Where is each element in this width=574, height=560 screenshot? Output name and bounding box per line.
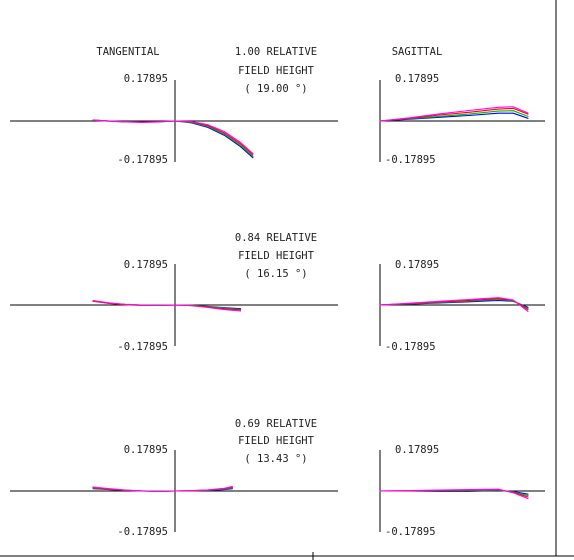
- sagittal-series-line: [379, 112, 529, 122]
- field-height-label: FIELD HEIGHT: [238, 435, 315, 447]
- field-relative-label: 1.00 RELATIVE: [235, 46, 317, 58]
- sagittal-ymin-label: -0.17895: [385, 341, 436, 353]
- sagittal-ymin-label: -0.17895: [385, 154, 436, 166]
- sagittal-ymax-label: 0.17895: [395, 73, 439, 85]
- field-group-0: 1.00 RELATIVE FIELD HEIGHT ( 19.00 °) 0.…: [10, 46, 545, 166]
- field-relative-label: 0.84 RELATIVE: [235, 232, 317, 244]
- sagittal-ymax-label: 0.17895: [395, 444, 439, 456]
- field-angle-label: ( 16.15 °): [244, 268, 307, 280]
- sagittal-curves: [379, 106, 529, 122]
- sagittal-ymax-label: 0.17895: [395, 259, 439, 271]
- tangential-ymax-label: 0.17895: [124, 444, 168, 456]
- field-height-label: FIELD HEIGHT: [238, 65, 315, 77]
- field-angle-label: ( 13.43 °): [244, 453, 307, 465]
- tangential-ymin-label: -0.17895: [117, 526, 168, 538]
- field-group-2: 0.69 RELATIVE FIELD HEIGHT ( 13.43 °) 0.…: [10, 418, 545, 538]
- sagittal-curves: [379, 488, 529, 500]
- tangential-series-line: [92, 119, 254, 159]
- tangential-ymax-label: 0.17895: [124, 73, 168, 85]
- sagittal-ymin-label: -0.17895: [385, 526, 436, 538]
- sagittal-series-line: [379, 488, 529, 500]
- sagittal-series-line: [379, 106, 529, 122]
- field-relative-label: 0.69 RELATIVE: [235, 418, 317, 430]
- tangential-series-line: [92, 119, 254, 155]
- tangential-series-line: [92, 486, 233, 493]
- sagittal-header: SAGITTAL: [392, 46, 443, 58]
- tangential-curves: [92, 486, 233, 493]
- tangential-header: TANGENTIAL: [96, 46, 159, 58]
- tangential-curves: [92, 300, 242, 312]
- field-angle-label: ( 19.00 °): [244, 83, 307, 95]
- tangential-ymin-label: -0.17895: [117, 154, 168, 166]
- sagittal-curves: [379, 297, 529, 312]
- field-group-1: 0.84 RELATIVE FIELD HEIGHT ( 16.15 °) 0.…: [10, 232, 545, 353]
- tangential-curves: [92, 119, 254, 159]
- field-height-label: FIELD HEIGHT: [238, 250, 315, 262]
- sagittal-series-line: [379, 297, 529, 312]
- tangential-ymin-label: -0.17895: [117, 341, 168, 353]
- tangential-series-line: [92, 300, 242, 312]
- tangential-ymax-label: 0.17895: [124, 259, 168, 271]
